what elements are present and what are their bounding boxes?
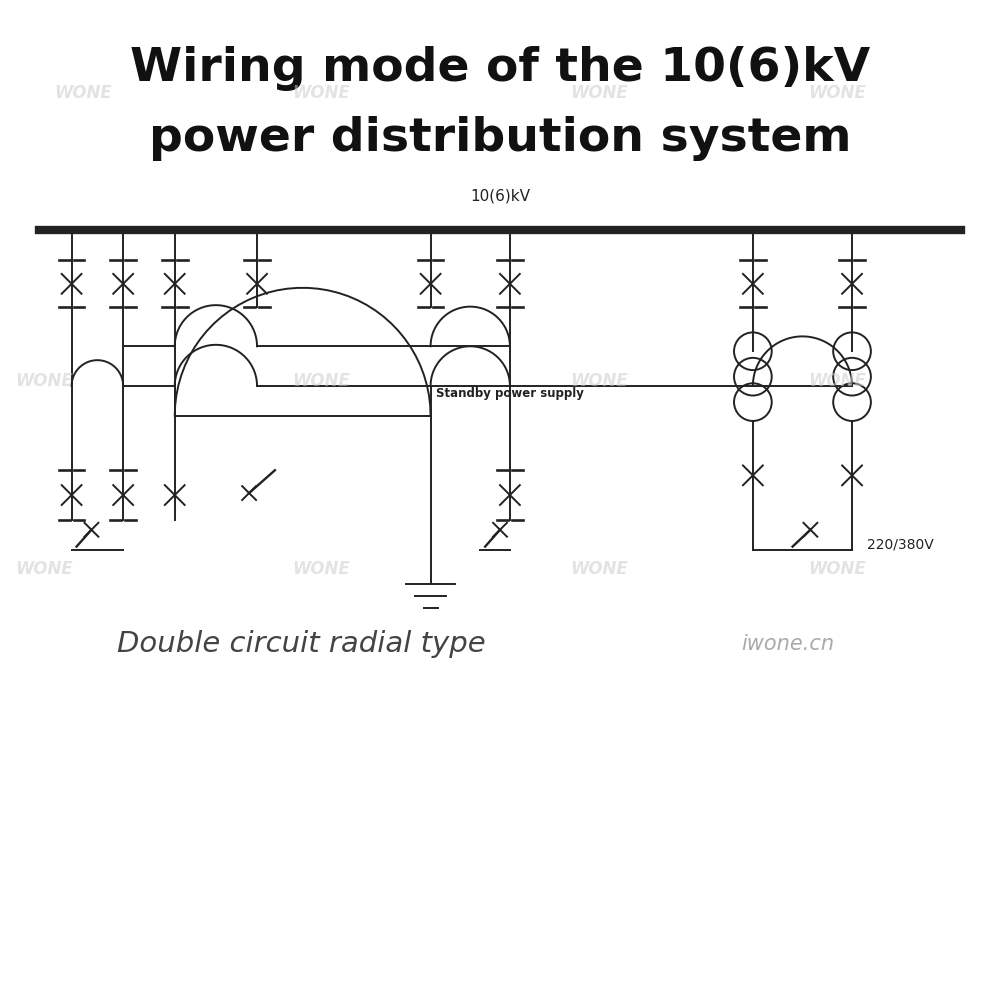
Text: WONE: WONE (808, 372, 866, 390)
Text: WONE: WONE (808, 560, 866, 578)
Text: WONE: WONE (55, 84, 112, 102)
Text: 220/380V: 220/380V (867, 538, 934, 552)
Text: Double circuit radial type: Double circuit radial type (117, 630, 486, 658)
Text: WONE: WONE (15, 372, 73, 390)
Text: Standby power supply: Standby power supply (436, 387, 583, 400)
Text: WONE: WONE (570, 84, 628, 102)
Text: WONE: WONE (570, 560, 628, 578)
Text: WONE: WONE (293, 560, 350, 578)
Text: 10(6)kV: 10(6)kV (470, 188, 530, 203)
Text: WONE: WONE (808, 84, 866, 102)
Text: Wiring mode of the 10(6)kV: Wiring mode of the 10(6)kV (130, 46, 870, 91)
Text: iwone.cn: iwone.cn (741, 634, 834, 654)
Text: WONE: WONE (15, 560, 73, 578)
Text: power distribution system: power distribution system (149, 116, 851, 161)
Text: WONE: WONE (570, 372, 628, 390)
Text: WONE: WONE (293, 372, 350, 390)
Text: WONE: WONE (293, 84, 350, 102)
